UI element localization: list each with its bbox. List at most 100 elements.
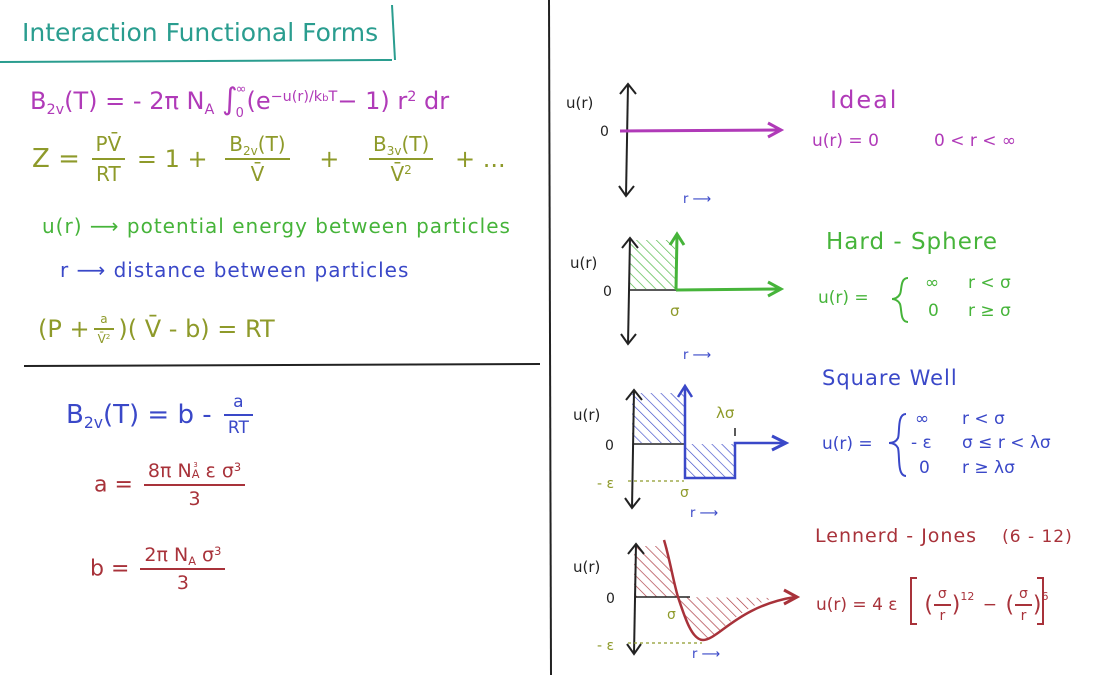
sw-ylabel: u(r) (573, 406, 600, 424)
hs-sigma: σ (670, 302, 680, 320)
lj-hatch-repulsive (634, 546, 678, 597)
vertical-divider (548, 0, 552, 675)
exponent-sub: b (322, 93, 329, 105)
sw-case-1-value: - ε (911, 433, 932, 453)
lj-ylabel: u(r) (573, 558, 600, 576)
lj-lhs: u(r) = 4 ε (816, 595, 898, 615)
sw-lambda-sigma: λσ (716, 404, 735, 422)
integral-sign: ∫ (222, 82, 238, 117)
hs-case-0-value: ∞ (925, 273, 940, 293)
b2v-definition: B2v(T) = - 2π NA ∫ ∞ 0 (e−u(r)/kbT− 1) r2 d… (30, 82, 449, 121)
lj-hatch-attractive (678, 597, 775, 640)
hs-hatch-region (629, 240, 675, 289)
lj-bracket-left (910, 577, 917, 625)
hs-ylabel: u(r) (570, 254, 597, 272)
a-num-sup: 3 (193, 461, 198, 470)
page-title: Interaction Functional Forms (22, 18, 379, 47)
sw-case-2-value: 0 (919, 458, 930, 478)
hs-y-arrow-top (621, 236, 639, 249)
ideal-plot: u(r) 0 r ⟶ (566, 82, 785, 207)
b-lhs: b = (90, 556, 130, 582)
hs-wall-arrow (668, 231, 686, 246)
b-fraction-num: 2π NA σ3 (140, 544, 225, 568)
integral-lower: 0 (235, 106, 244, 121)
sw-wall-arrow (676, 383, 694, 398)
ideal-y-axis (625, 83, 629, 197)
sw-hatch-wall (632, 393, 684, 443)
sw-xlabel: r ⟶ (690, 506, 718, 521)
a-fraction-den: 3 (143, 484, 246, 510)
na-sub: A (204, 102, 215, 119)
b2v-vdw-B: B (66, 400, 84, 430)
b-num-rest: σ (195, 544, 215, 566)
b2v-vdw-rest: (T) = b - (103, 400, 212, 430)
hs-y-axis (627, 237, 631, 345)
lj-t2-sup: 6 (1041, 590, 1049, 604)
v2-den-sup: 2 (404, 163, 412, 178)
lj-y-axis (633, 543, 637, 655)
lennard-jones-plot: u(r) 0 - ε σ r ⟶ (573, 539, 801, 662)
v2-den: V̄2 (369, 158, 434, 186)
lj-t2-num: σ (1019, 586, 1028, 602)
b2v-frac-sub: 2v (243, 144, 258, 159)
rt-den: RT (91, 158, 126, 186)
van-der-waals-equation: (P + a V̄2)( V̄ - b) = RT (38, 312, 275, 346)
vdw-frac-den-v: V̄ (97, 332, 106, 346)
sw-hatch-well (685, 444, 735, 478)
vdw-open: (P + (38, 315, 90, 343)
ideal-xlabel: r ⟶ (683, 192, 711, 207)
a-over-rt-num: a (233, 392, 244, 412)
hs-curve-arrow (767, 280, 785, 298)
b3v-frac-rest: (T) (401, 132, 430, 156)
u-definition: u(r) ⟶ potential energy between particle… (42, 214, 511, 238)
sw-sigma: σ (680, 485, 689, 501)
compressibility-equation: Z = PV̄ RT = 1 + B2v(T) V̄ + B3v(T) V̄2 + .… (32, 132, 506, 186)
lj-t1-num: σ (937, 586, 947, 602)
sw-curve (683, 386, 785, 480)
a-lhs: a = (94, 472, 133, 498)
lj-name-text: Lennerd - Jones (815, 525, 978, 547)
b-equation: b = 2π NA σ3 3 (90, 544, 229, 594)
hs-name: Hard - Sphere (826, 229, 998, 255)
ideal-zero: 0 (600, 124, 609, 140)
b2v-vdw-equation: B2v(T) = b - a RT (66, 392, 257, 438)
sw-lhs: u(r) = (822, 434, 873, 454)
ideal-curve-arrow (767, 121, 785, 139)
pv-num: PV̄ (95, 132, 122, 156)
lj-name: Lennerd - Jones (6 - 12) (815, 525, 1073, 547)
sw-case-0-value: ∞ (915, 409, 930, 429)
b3v-over-v2: B3v(T) V̄2 (369, 132, 434, 186)
dr: dr (416, 87, 450, 115)
lj-curve (662, 539, 796, 642)
lj-xlabel: r ⟶ (692, 647, 720, 662)
a-num-sup2: 3 (233, 459, 242, 474)
vdw-frac-den-sup: 2 (105, 332, 111, 342)
exponent-text: −u(r)/k (270, 89, 323, 106)
ellipsis-plus: + ... (454, 145, 506, 173)
ideal-name: Ideal (830, 86, 899, 114)
b3v-frac-num: B3v(T) (369, 132, 433, 158)
b-num-sup: 3 (214, 543, 222, 558)
b-num-sub: A (188, 553, 196, 568)
a-num-sub: A (191, 467, 200, 482)
r-squared-sup: 2 (407, 89, 417, 106)
lj-formula: u(r) = 4 ε (σ r)12 − (σ r)6 (816, 586, 1049, 624)
hs-zero: 0 (603, 284, 612, 300)
hs-case-1-value: 0 (928, 301, 939, 321)
title-underline (0, 59, 393, 63)
lj-y-arrow-bottom (626, 643, 642, 656)
hs-case-0-cond: r < σ (968, 273, 1011, 293)
b2v-frac-B: B (229, 132, 244, 156)
ideal-curve (619, 128, 781, 133)
integral-upper: ∞ (235, 82, 247, 97)
b2v-B: B (30, 87, 47, 115)
b2v-rest: (T) = - 2π N (64, 87, 205, 115)
a-over-rt-den: RT (223, 414, 253, 438)
hs-y-arrow-bottom (620, 333, 637, 346)
b-fraction: 2π NA σ3 3 (140, 544, 226, 594)
hs-xlabel: r ⟶ (683, 348, 711, 363)
